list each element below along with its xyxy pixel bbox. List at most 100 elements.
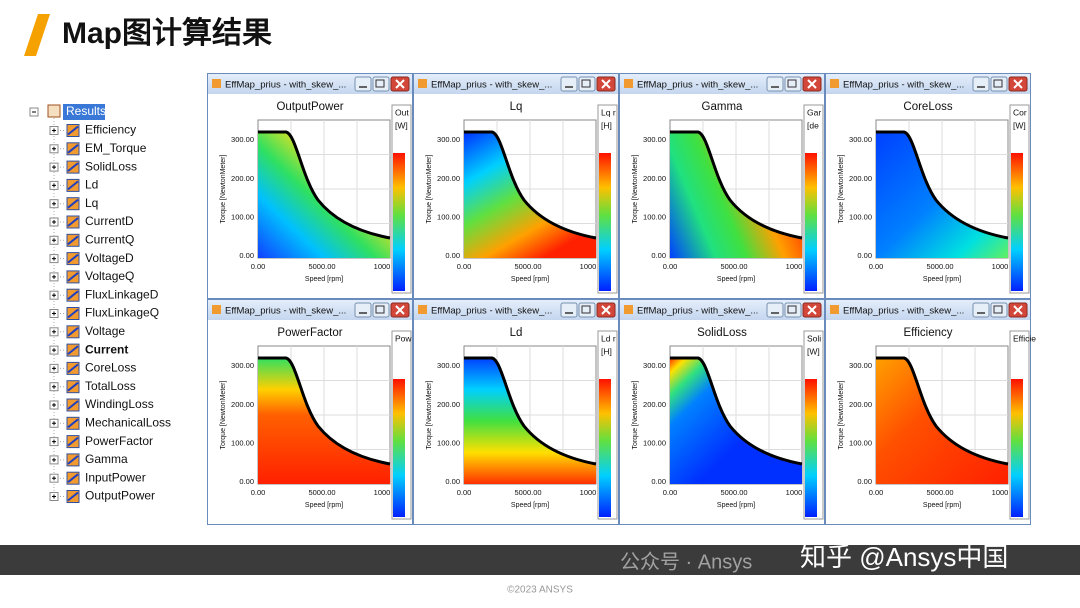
tree-root[interactable]: Results	[66, 104, 106, 118]
tree-item[interactable]: CoreLoss	[85, 361, 136, 375]
tree-item[interactable]: Ld	[85, 178, 98, 192]
root-highlight	[63, 104, 105, 120]
plot-area	[463, 345, 597, 485]
tree-item[interactable]: OutputPower	[85, 489, 155, 503]
maximize-button[interactable]	[578, 76, 596, 92]
y-axis-label: Torque [NewtonMeter]	[220, 155, 227, 224]
tree-item[interactable]: Lq	[85, 196, 98, 210]
maximize-button[interactable]	[990, 76, 1008, 92]
torque-envelope	[258, 130, 391, 240]
plot-title: Lq	[510, 101, 523, 113]
y-axis-label: Torque [NewtonMeter]	[838, 381, 845, 450]
plot-title: SolidLoss	[697, 327, 747, 339]
y-tick-label: 200.00	[643, 400, 666, 409]
y-tick-label: 100.00	[643, 212, 666, 221]
x-tick-label: 1000	[374, 262, 391, 271]
y-tick-label: 100.00	[437, 212, 460, 221]
window-title: EffMap_prius - with_skew_...	[637, 80, 758, 91]
minimize-button[interactable]	[972, 76, 990, 92]
color-bar	[393, 153, 405, 291]
legend-name: Out	[395, 107, 409, 117]
copyright: ©2023 ANSYS	[507, 585, 573, 596]
legend-unit: [W]	[395, 120, 408, 130]
tree-item[interactable]: InputPower	[85, 470, 146, 484]
plot-area	[669, 119, 803, 259]
torque-envelope	[258, 356, 391, 466]
tree-item[interactable]: TotalLoss	[85, 379, 136, 393]
map-window: EffMap_prius - with_skew_... Ld 0.00 100.00…	[413, 299, 619, 525]
title-accent	[24, 14, 50, 56]
plot-title: CoreLoss	[903, 101, 952, 113]
map-window: EffMap_prius - with_skew_... SolidLoss 0.0…	[619, 299, 825, 525]
y-tick-label: 200.00	[849, 400, 872, 409]
plot-title: Efficiency	[903, 327, 952, 339]
minimize-button[interactable]	[766, 76, 784, 92]
legend-unit: [de	[807, 120, 819, 130]
maximize-button[interactable]	[372, 76, 390, 92]
maximize-button[interactable]	[784, 76, 802, 92]
minimize-button[interactable]	[354, 302, 372, 318]
minimize-button[interactable]	[766, 302, 784, 318]
heatmap	[258, 132, 390, 258]
window-title: EffMap_prius - with_skew_...	[843, 80, 964, 91]
tree-item[interactable]: EM_Torque	[85, 141, 147, 155]
y-tick-label: 200.00	[643, 174, 666, 183]
tree-item[interactable]: WindingLoss	[85, 397, 154, 411]
y-tick-label: 100.00	[231, 212, 254, 221]
x-axis-label: Speed [rpm]	[923, 276, 961, 283]
tree-item[interactable]: Gamma	[85, 452, 128, 466]
window-icon	[212, 305, 221, 314]
footer-brand: 知乎 @Ansys中国	[800, 542, 1008, 572]
minimize-button[interactable]	[972, 302, 990, 318]
tree-item[interactable]: PowerFactor	[85, 434, 153, 448]
x-tick-label: 0.00	[869, 488, 884, 497]
y-tick-label: 300.00	[643, 135, 666, 144]
tree-item[interactable]: SolidLoss	[85, 159, 137, 173]
tree-item[interactable]: CurrentD	[85, 214, 134, 228]
tree-item[interactable]: MechanicalLoss	[85, 415, 171, 429]
torque-envelope	[670, 130, 803, 240]
maximize-button[interactable]	[990, 302, 1008, 318]
y-tick-label: 0.00	[445, 477, 460, 486]
maximize-button[interactable]	[578, 302, 596, 318]
legend-name: Gar	[807, 107, 821, 117]
plot-area	[875, 119, 1009, 259]
x-axis-label: Speed [rpm]	[305, 502, 343, 509]
x-tick-label: 5000.00	[308, 262, 335, 271]
color-bar	[805, 153, 817, 291]
color-bar	[1011, 153, 1023, 291]
tree-item[interactable]: Voltage	[85, 324, 125, 338]
legend-unit: [W]	[807, 346, 820, 356]
tree-item[interactable]: CurrentQ	[85, 232, 134, 246]
tree-item[interactable]: FluxLinkageD	[85, 287, 159, 301]
y-tick-label: 0.00	[651, 251, 666, 260]
maximize-button[interactable]	[372, 302, 390, 318]
tree-item[interactable]: Efficiency	[85, 123, 136, 137]
tree-item[interactable]: Current	[85, 342, 128, 356]
map-windows: EffMap_prius - with_skew_... OutputPower 0…	[207, 73, 1036, 525]
x-tick-label: 0.00	[663, 262, 678, 271]
x-tick-label: 0.00	[251, 262, 266, 271]
minimize-button[interactable]	[354, 76, 372, 92]
x-tick-label: 0.00	[457, 262, 472, 271]
maximize-button[interactable]	[784, 302, 802, 318]
tree-item[interactable]: VoltageD	[85, 251, 134, 265]
heatmap	[464, 132, 596, 258]
legend-name: Cor	[1013, 107, 1027, 117]
minimize-button[interactable]	[560, 76, 578, 92]
y-axis-label: Torque [NewtonMeter]	[632, 155, 639, 224]
x-tick-label: 0.00	[869, 262, 884, 271]
y-tick-label: 300.00	[437, 135, 460, 144]
y-tick-label: 200.00	[437, 174, 460, 183]
tree-item[interactable]: VoltageQ	[85, 269, 134, 283]
tree-item[interactable]: FluxLinkageQ	[85, 306, 159, 320]
x-tick-label: 0.00	[663, 488, 678, 497]
color-bar	[805, 379, 817, 517]
window-icon	[830, 79, 839, 88]
minimize-button[interactable]	[560, 302, 578, 318]
legend-unit: [H]	[601, 346, 612, 356]
y-tick-label: 100.00	[643, 438, 666, 447]
window-title: EffMap_prius - with_skew_...	[843, 306, 964, 317]
y-tick-label: 300.00	[437, 361, 460, 370]
